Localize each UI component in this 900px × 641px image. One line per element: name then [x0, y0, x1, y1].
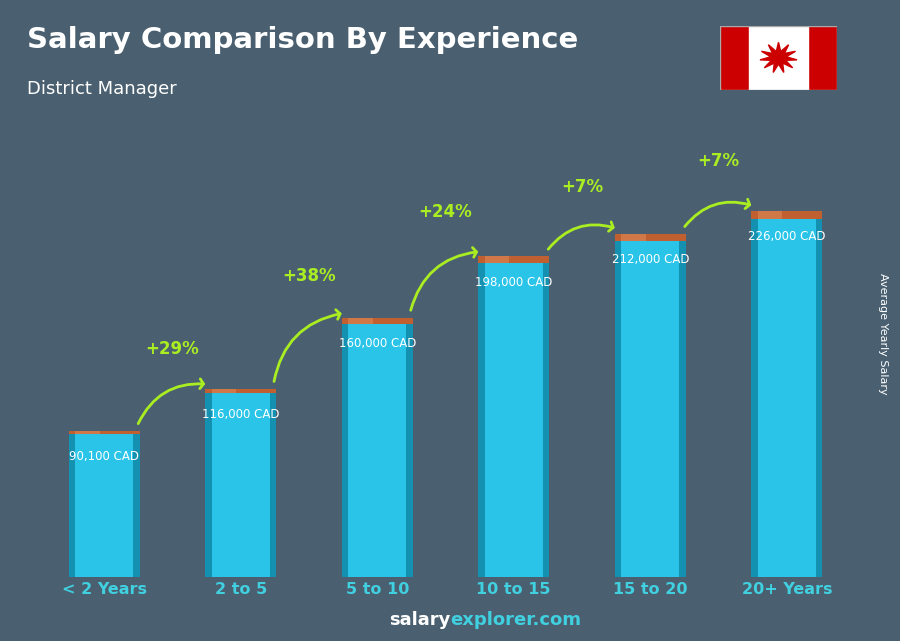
- Bar: [752, 211, 823, 577]
- Text: +29%: +29%: [146, 340, 200, 358]
- Bar: [615, 233, 621, 577]
- Bar: [270, 389, 276, 577]
- Bar: [478, 256, 484, 577]
- Polygon shape: [760, 42, 797, 72]
- Text: 90,100 CAD: 90,100 CAD: [69, 451, 140, 463]
- Text: 116,000 CAD: 116,000 CAD: [202, 408, 280, 422]
- Bar: [342, 318, 413, 324]
- Text: +7%: +7%: [561, 178, 603, 196]
- Bar: [205, 389, 276, 393]
- Bar: [680, 233, 686, 577]
- Bar: [68, 431, 140, 434]
- Text: +24%: +24%: [418, 203, 472, 221]
- Bar: [342, 318, 348, 577]
- Text: +38%: +38%: [283, 267, 336, 285]
- Bar: [615, 233, 686, 241]
- Text: salary: salary: [389, 612, 450, 629]
- Bar: [543, 256, 549, 577]
- Bar: [205, 389, 212, 577]
- Bar: [212, 389, 237, 393]
- Bar: [68, 431, 140, 577]
- Text: 226,000 CAD: 226,000 CAD: [748, 230, 825, 244]
- Text: 198,000 CAD: 198,000 CAD: [475, 276, 553, 288]
- Bar: [758, 211, 782, 219]
- Bar: [484, 256, 509, 263]
- Bar: [205, 389, 276, 577]
- Bar: [348, 318, 373, 324]
- Bar: [75, 431, 100, 434]
- Text: Salary Comparison By Experience: Salary Comparison By Experience: [27, 26, 578, 54]
- Bar: [749, 26, 808, 90]
- Bar: [68, 431, 75, 577]
- Bar: [615, 233, 686, 577]
- Text: 160,000 CAD: 160,000 CAD: [338, 337, 416, 350]
- Text: explorer.com: explorer.com: [450, 612, 581, 629]
- Bar: [752, 211, 823, 219]
- Bar: [808, 26, 837, 90]
- Bar: [133, 431, 140, 577]
- Text: +7%: +7%: [698, 153, 740, 171]
- Bar: [478, 256, 549, 577]
- Bar: [621, 233, 646, 241]
- Text: Average Yearly Salary: Average Yearly Salary: [878, 272, 887, 394]
- Text: District Manager: District Manager: [27, 80, 176, 98]
- Text: 212,000 CAD: 212,000 CAD: [611, 253, 689, 266]
- Bar: [720, 26, 749, 90]
- Bar: [478, 256, 549, 263]
- Bar: [816, 211, 823, 577]
- Bar: [752, 211, 758, 577]
- Bar: [342, 318, 413, 577]
- Bar: [407, 318, 413, 577]
